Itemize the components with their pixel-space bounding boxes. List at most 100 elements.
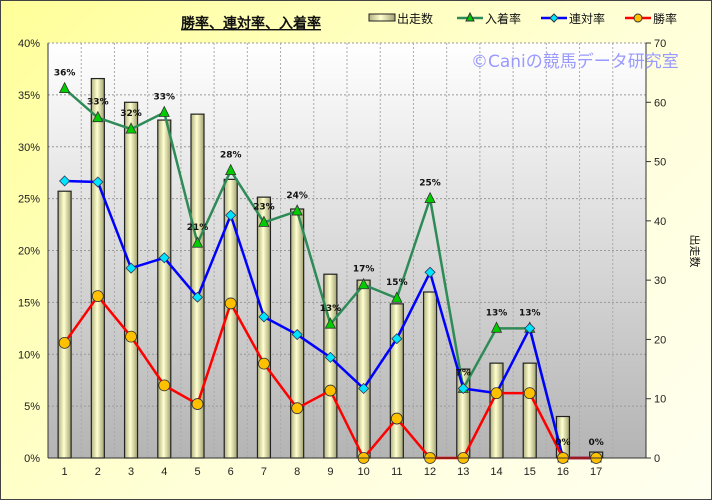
marker-triangle <box>191 236 204 248</box>
bar-runs <box>90 77 105 459</box>
marker-diamond <box>291 328 303 341</box>
marker-circle <box>490 387 503 400</box>
data-label: 32% <box>120 109 142 119</box>
right-tick-label: 30 <box>654 275 666 287</box>
x-tick-label: 5 <box>194 466 200 478</box>
legend-label: 勝率 <box>653 11 677 26</box>
bar-runs <box>323 273 338 459</box>
data-label: 13% <box>486 308 508 318</box>
marker-diamond <box>191 291 204 303</box>
left-tick-label: 40% <box>18 38 40 50</box>
x-tick-label: 3 <box>128 466 134 478</box>
marker-diamond <box>125 262 137 274</box>
data-label: 33% <box>154 93 176 103</box>
x-tick-label: 12 <box>424 466 436 478</box>
marker-diamond <box>524 322 536 334</box>
marker-triangle <box>125 122 137 134</box>
left-tick-label: 0% <box>24 453 40 465</box>
data-label: 7% <box>456 368 471 378</box>
marker-triangle <box>158 105 170 117</box>
marker-circle <box>390 412 403 425</box>
legend-circle-icon <box>633 13 643 23</box>
x-tick-label: 9 <box>327 466 333 478</box>
left-tick-label: 15% <box>18 297 40 309</box>
marker-triangle <box>490 321 503 333</box>
x-tick-label: 15 <box>524 466 536 478</box>
bar-runs <box>522 362 537 459</box>
marker-triangle <box>391 291 403 303</box>
chart-title: 勝率、連対率、入着率 <box>181 15 321 32</box>
data-label: 15% <box>386 278 408 288</box>
left-tick-label: 35% <box>18 90 40 102</box>
data-label: 23% <box>253 202 275 212</box>
x-tick-label: 16 <box>557 466 569 478</box>
x-tick-label: 17 <box>590 466 602 478</box>
right-tick-label: 40 <box>654 216 666 228</box>
data-label: 33% <box>87 98 109 108</box>
right-axis-label: 出走数 <box>688 235 702 268</box>
legend-label: 入着率 <box>485 11 521 26</box>
bar-runs <box>356 279 371 459</box>
marker-diamond <box>457 382 469 395</box>
data-label: 28% <box>220 151 242 161</box>
bar-runs <box>489 362 504 459</box>
x-tick-label: 6 <box>228 466 234 478</box>
marker-circle <box>58 336 71 349</box>
data-label: 13% <box>320 304 342 314</box>
left-tick-label: 30% <box>18 142 40 154</box>
marker-circle <box>324 384 337 397</box>
x-tick-label: 13 <box>457 466 469 478</box>
right-tick-label: 20 <box>654 334 666 346</box>
marker-triangle <box>424 191 436 204</box>
left-tick-label: 20% <box>18 246 40 258</box>
x-tick-label: 4 <box>161 466 167 478</box>
marker-triangle <box>324 317 337 329</box>
right-tick-label: 50 <box>654 157 666 169</box>
x-tick-label: 11 <box>391 466 402 478</box>
marker-diamond <box>92 176 104 188</box>
data-label: 0% <box>555 438 570 448</box>
left-tick-label: 5% <box>24 401 40 413</box>
right-tick-label: 70 <box>654 38 666 50</box>
data-label: 13% <box>519 308 541 318</box>
data-label: 25% <box>419 179 441 189</box>
right-tick-label: 0 <box>654 453 660 465</box>
marker-diamond <box>258 311 270 323</box>
marker-diamond <box>59 175 71 187</box>
data-label: 0% <box>589 438 604 448</box>
marker-diamond <box>158 252 170 264</box>
marker-diamond <box>358 382 370 395</box>
bar-runs <box>256 196 272 459</box>
bar-runs <box>123 101 139 459</box>
marker-diamond <box>324 351 336 363</box>
data-label: 17% <box>353 265 375 275</box>
legend-bar-swatch <box>368 13 396 22</box>
x-tick-label: 14 <box>490 466 502 478</box>
right-tick-label: 10 <box>654 394 666 406</box>
marker-circle <box>125 330 137 343</box>
marker-circle <box>291 402 304 415</box>
marker-circle <box>158 379 171 392</box>
marker-triangle <box>92 110 104 123</box>
marker-circle <box>523 387 536 400</box>
right-tick-label: 60 <box>654 97 666 109</box>
x-tick-label: 1 <box>62 466 68 478</box>
x-tick-label: 10 <box>357 466 369 478</box>
marker-diamond <box>424 266 436 278</box>
marker-triangle <box>258 215 270 227</box>
data-label: 24% <box>286 191 308 201</box>
legend-label: 連対率 <box>569 11 605 26</box>
bar-runs <box>422 291 438 459</box>
data-label: 21% <box>187 223 209 233</box>
marker-circle <box>224 297 237 310</box>
legend-triangle-icon <box>465 11 475 22</box>
marker-triangle <box>225 163 237 176</box>
marker-triangle <box>291 204 303 216</box>
marker-diamond <box>225 209 237 221</box>
data-label: 36% <box>54 69 76 79</box>
marker-circle <box>91 290 104 303</box>
x-tick-label: 7 <box>261 466 267 478</box>
watermark: ©Caniの競馬データ研究室 <box>471 51 679 72</box>
